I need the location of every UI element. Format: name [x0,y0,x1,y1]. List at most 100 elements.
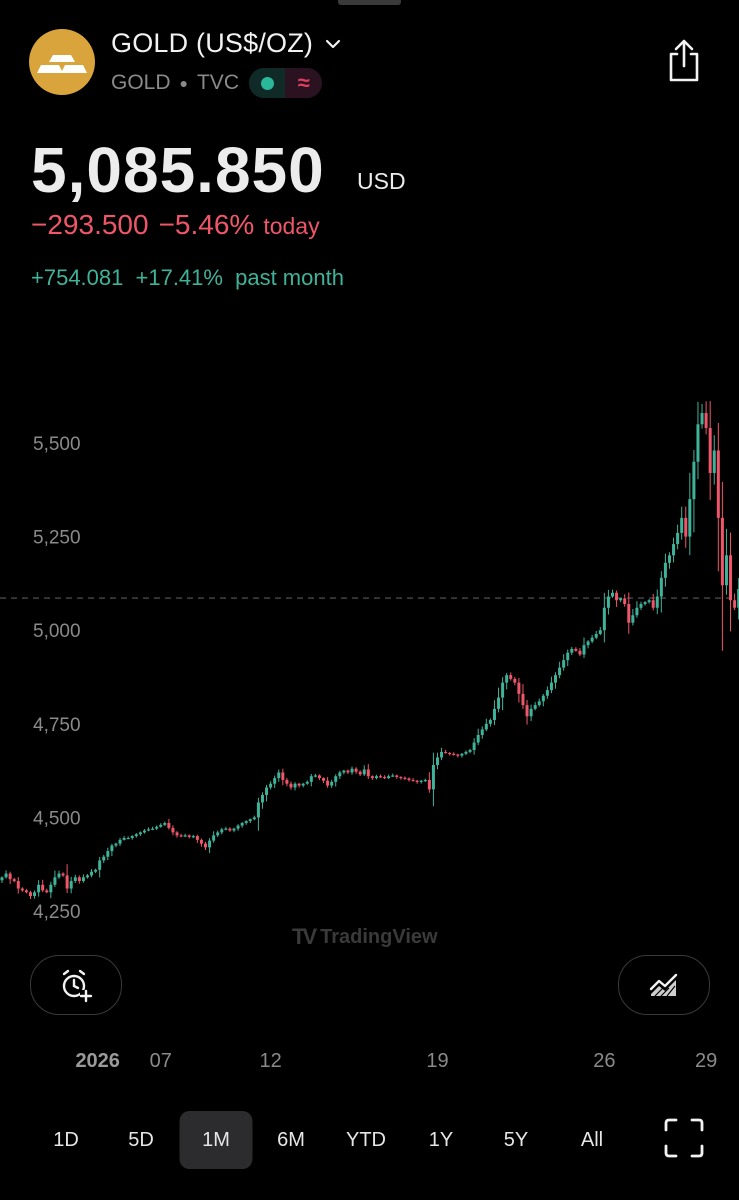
x-tick-label: 26 [593,1050,616,1072]
candle [49,881,53,899]
range-button-ytd[interactable]: YTD [346,1128,386,1151]
candle-body [590,637,594,642]
candle-body [65,875,69,889]
candle [492,700,496,726]
candle [602,592,606,643]
range-button-5d[interactable]: 5D [128,1128,154,1151]
market-status-pill[interactable]: ≈ [248,68,322,98]
candle [106,847,110,861]
candle [199,838,203,847]
candle [28,890,32,900]
candle-body [598,630,602,634]
symbol-title[interactable]: GOLD (US$/OZ) [111,28,343,59]
candle-body [191,836,195,838]
candle-body [77,877,81,882]
candle-body [464,751,468,754]
candle-body [497,697,501,709]
candle [102,854,106,864]
range-button-1d[interactable]: 1D [53,1128,79,1151]
candle-body [281,772,285,780]
candle-body [415,780,419,782]
candle [545,686,549,699]
candle [4,870,8,879]
candle [118,837,122,847]
candle-body [672,544,676,556]
candle-body [138,832,142,835]
fullscreen-icon[interactable] [664,1118,704,1158]
candle [562,654,566,671]
candle [525,699,529,725]
candle [338,770,342,779]
candle [354,767,358,774]
change-today: −293.500 −5.46% today [31,209,320,241]
candle-body [452,753,456,755]
candle [517,677,521,703]
candle [159,823,163,828]
candle [480,726,484,739]
candle [537,698,541,707]
add-alert-button[interactable] [30,955,122,1015]
chart-indicator-button[interactable] [618,955,710,1015]
candle-body [383,776,387,779]
candle-body [134,834,138,837]
range-button-5y[interactable]: 5Y [503,1128,529,1151]
candle [586,640,590,649]
share-icon[interactable] [664,38,704,84]
candle [558,661,562,679]
exchange-name: TVC [196,71,239,94]
candle [293,782,297,791]
candle-body [122,837,126,840]
candle [212,831,216,843]
candle-body [81,877,85,882]
candle [346,769,350,774]
candle [663,553,667,587]
range-button-1m[interactable]: 1M [179,1111,253,1169]
range-button-1y[interactable]: 1Y [428,1128,454,1151]
candle-body [578,650,582,655]
change-today-label: today [263,213,320,239]
candle [712,435,716,485]
candle-body [342,770,346,773]
candle [541,693,545,707]
candle [460,753,464,758]
range-button-6m[interactable]: 6M [277,1128,305,1151]
candle [85,874,89,879]
candle-body [611,592,614,597]
candle-body [594,633,598,638]
candle-body [151,828,155,830]
price-chart[interactable]: 5,500 5,250 5,000 4,750 4,500 4,250 [0,395,739,925]
candle-body [488,720,492,724]
candle [464,750,468,756]
candle [256,797,260,831]
range-button-all[interactable]: All [580,1128,604,1151]
candle-body [57,873,61,878]
candle [647,599,651,604]
candle-body [73,877,77,882]
candle-body [41,884,45,891]
y-tick-label: 5,250 [33,528,81,549]
candle [183,833,187,838]
candle [729,532,733,632]
candle-body [399,776,403,779]
candle [358,770,362,777]
candle-body [179,835,183,837]
candle-body [545,690,549,696]
candle-body [277,772,281,779]
candle-body [729,555,733,601]
candle [244,820,248,825]
candle-body [456,754,460,756]
candle-body [525,705,529,717]
candle-body [240,823,244,826]
candle-body [114,843,118,846]
candle [236,824,240,831]
candle [142,829,146,834]
candle [273,775,277,788]
candle-body [562,660,566,668]
candle [391,773,395,777]
candle-body [118,839,122,844]
candle-body [248,819,252,822]
candle [191,834,195,839]
candle [301,782,305,788]
candle [415,779,419,784]
candle-body [509,675,513,679]
